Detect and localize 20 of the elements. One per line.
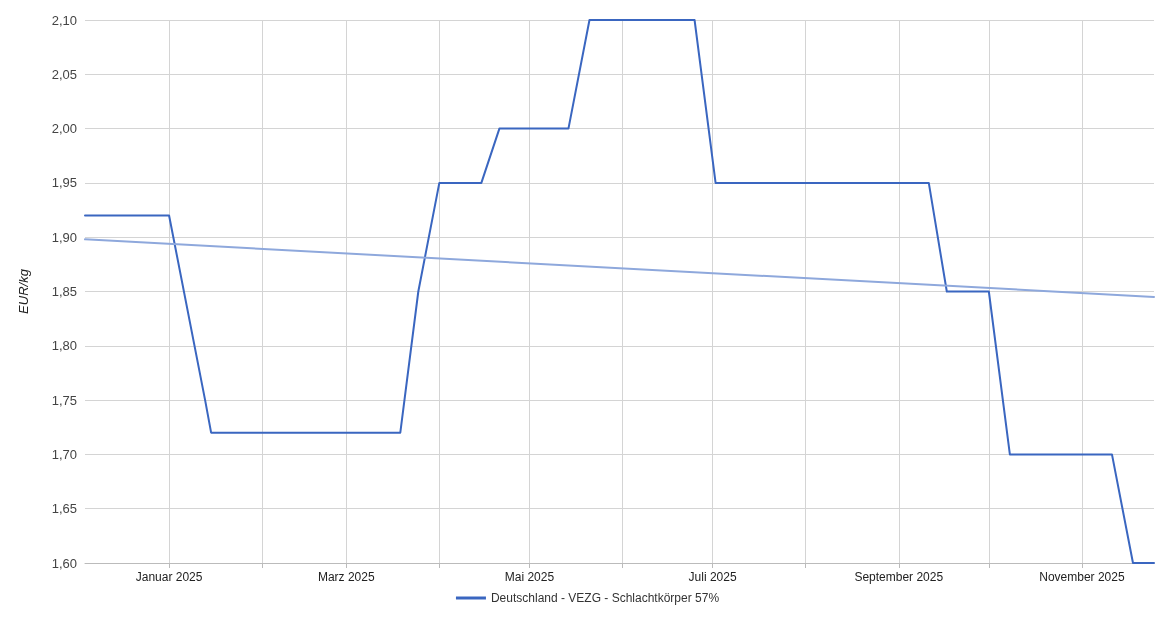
y-tick-label: 1,85 (51, 284, 77, 299)
x-tick-label: Mai 2025 (504, 570, 555, 584)
y-tick-label: 2,10 (51, 12, 77, 28)
line-series (84, 19, 1155, 564)
x-tick-label: Juli 2025 (688, 570, 737, 584)
x-tick-label: Marz 2025 (317, 570, 375, 584)
x-tick-label: Januar 2025 (135, 570, 203, 584)
y-tick-label: 1,80 (51, 338, 77, 354)
y-tick-label: 1,65 (51, 501, 77, 517)
x-tick-label: November 2025 (1039, 570, 1125, 584)
y-axis-title: EUR/kg (16, 268, 31, 314)
y-tick-label: 1,95 (51, 175, 77, 191)
x-tick-label: September 2025 (854, 570, 944, 584)
y-tick-label: 1,60 (51, 555, 77, 571)
y-tick-label: 2,05 (51, 66, 77, 82)
legend-label: Deutschland - VEZG - Schlachtkörper 57% (490, 591, 720, 605)
y-tick-label: 1,70 (51, 446, 77, 462)
y-tick-label: 2,00 (51, 121, 77, 137)
y-tick-label: 1,90 (51, 229, 77, 245)
y-tick-label: 1,75 (51, 392, 77, 408)
